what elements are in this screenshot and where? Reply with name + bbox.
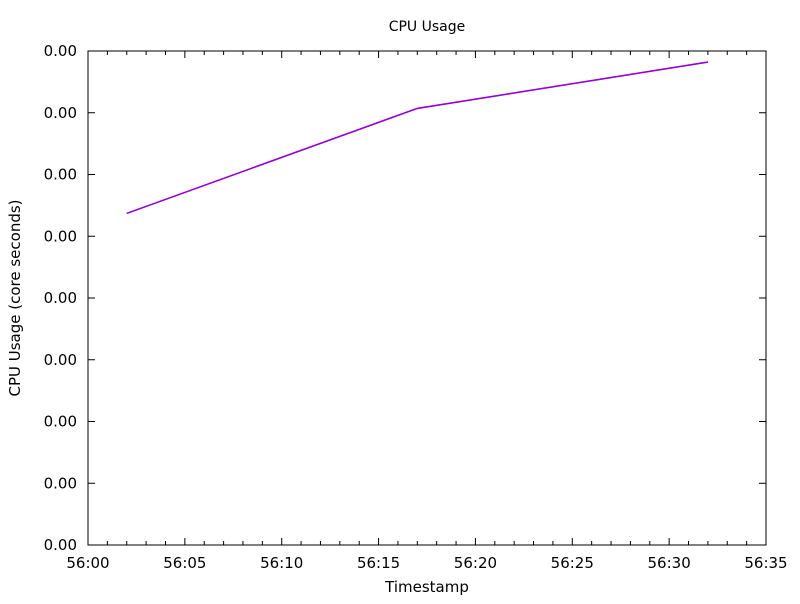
x-tick-label: 56:15 xyxy=(357,554,400,572)
series-layer xyxy=(126,61,709,215)
y-tick-label: 0.00 xyxy=(44,474,77,492)
y-tick-label: 0.00 xyxy=(44,227,77,245)
y-tick-label: 0.00 xyxy=(44,42,77,60)
y-tick-label: 0.00 xyxy=(44,351,77,369)
x-tick-label: 56:30 xyxy=(648,554,691,572)
chart-title: CPU Usage xyxy=(389,19,466,35)
y-tick-label: 0.00 xyxy=(44,104,77,122)
x-axis: 56:00 56:05 56:10 56:15 56:20 56:25 56:30 56:35 xyxy=(66,51,788,572)
series-line xyxy=(126,61,709,215)
plot-border xyxy=(87,50,767,546)
y-axis: 0.00 0.00 0.00 0.00 0.00 0.00 0.00 0.00 0.00 xyxy=(44,42,766,554)
y-tick-label: 0.00 xyxy=(44,413,77,431)
y-tick-label: 0.00 xyxy=(44,289,77,307)
x-tick-label: 56:00 xyxy=(66,554,109,572)
x-tick-label: 56:10 xyxy=(260,554,303,572)
y-axis-label: CPU Usage (core seconds) xyxy=(6,199,24,396)
x-tick-label: 56:35 xyxy=(744,554,787,572)
x-tick-label: 56:20 xyxy=(454,554,497,572)
y-tick-label: 0.00 xyxy=(44,166,77,184)
y-tick-label: 0.00 xyxy=(44,536,77,554)
x-axis-label: Timestamp xyxy=(384,578,469,596)
x-tick-label: 56:05 xyxy=(163,554,206,572)
x-tick-label: 56:25 xyxy=(551,554,594,572)
